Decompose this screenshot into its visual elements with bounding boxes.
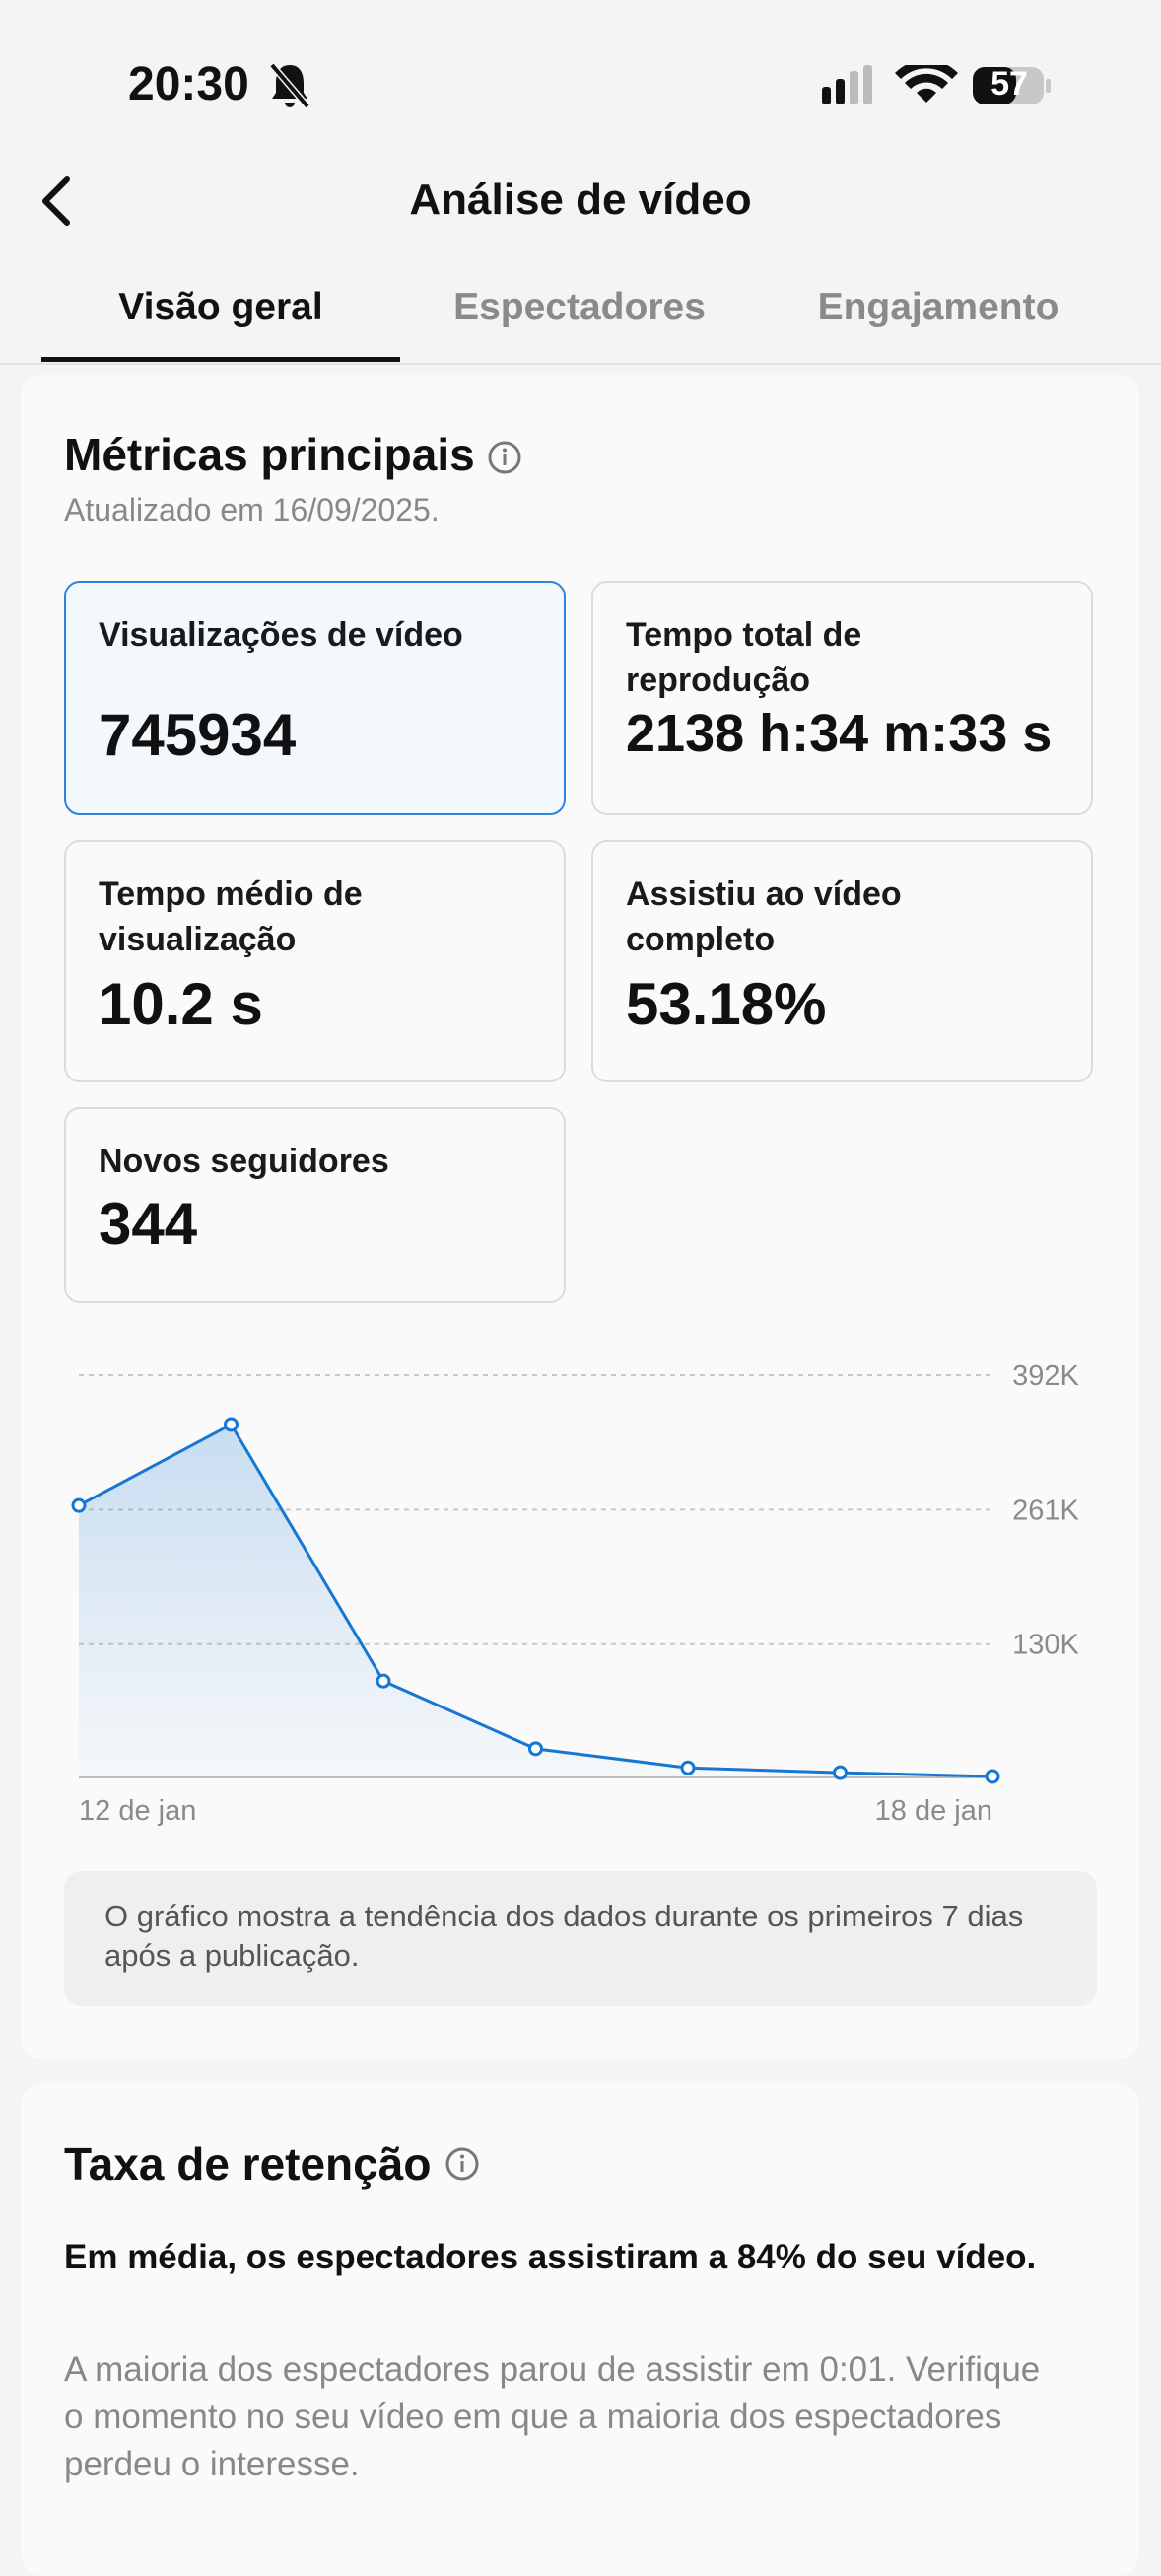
mute-icon: [269, 62, 310, 109]
tab[interactable]: Visão geral: [118, 286, 323, 328]
point: [985, 1769, 1000, 1784]
metric-card[interactable]: Visualizações de vídeo 745934: [64, 581, 566, 815]
section-title: Métricas principais: [64, 429, 475, 480]
point: [224, 1417, 239, 1432]
point: [680, 1760, 696, 1775]
section-title: Taxa de retenção: [64, 2138, 432, 2190]
retention-summary: Em média, os espectadores assistiram a 8…: [64, 2238, 1037, 2276]
x-tick-label: 18 de jan: [875, 1795, 992, 1827]
metric-label: Assistiu ao vídeo completo: [626, 875, 902, 958]
metric-label: Novos seguidores: [99, 1143, 389, 1180]
metric-value: 745934: [99, 702, 297, 768]
updated-date: Atualizado em 16/09/2025.: [64, 492, 440, 527]
battery-level: 57: [990, 65, 1028, 103]
tab-indicator: [41, 357, 400, 362]
metric-label: Tempo médio de visualização: [99, 875, 363, 958]
screen: 20:30 57 Análise de vídeo Visão geral Es…: [0, 58, 1161, 2483]
metric-card[interactable]: Assistiu ao vídeo completo 53.18%: [591, 840, 1093, 1082]
back-button[interactable]: [35, 174, 75, 229]
metric-label: Visualizações de vídeo: [99, 616, 463, 654]
tab[interactable]: Engajamento: [817, 286, 1059, 328]
metric-value: 53.18%: [626, 971, 827, 1037]
retention-card: [21, 2083, 1139, 2576]
metric-value: 344: [99, 1191, 198, 1257]
point: [71, 1497, 87, 1513]
y-tick-label: 130K: [1012, 1630, 1079, 1661]
metric-card[interactable]: Tempo médio de visualização 10.2 s: [64, 840, 566, 1082]
retention-detail: A maioria dos espectadores parou de assi…: [64, 2350, 1041, 2483]
metric-card[interactable]: Novos seguidores 344: [64, 1107, 566, 1303]
metric-card[interactable]: Tempo total de reprodução 2138 h:34 m:33 …: [591, 581, 1093, 815]
metric-label: Tempo total de reprodução: [626, 616, 862, 699]
status-time: 20:30: [128, 58, 249, 110]
status-icons: [822, 65, 1051, 104]
point: [528, 1741, 543, 1757]
info-icon[interactable]: [487, 440, 522, 475]
note-text: O gráfico mostra a tendência dos dados d…: [104, 1899, 1024, 1973]
metric-value: 2138 h:34 m:33 s: [626, 704, 1053, 763]
note-box: O gráfico mostra a tendência dos dados d…: [64, 1871, 1097, 2006]
y-tick-label: 392K: [1012, 1360, 1079, 1392]
point: [833, 1765, 848, 1780]
page-title: Análise de vídeo: [409, 175, 752, 224]
area: [79, 1424, 992, 1777]
info-icon[interactable]: [444, 2146, 480, 2182]
metric-value: 10.2 s: [99, 971, 263, 1037]
y-tick-label: 261K: [1012, 1495, 1079, 1526]
divider: [0, 363, 1161, 365]
x-tick-label: 12 de jan: [79, 1795, 196, 1827]
tab[interactable]: Espectadores: [453, 286, 706, 328]
point: [376, 1673, 391, 1689]
chart: 130K 261K 392K 12 de jan 18 de jan: [71, 1360, 1080, 1827]
